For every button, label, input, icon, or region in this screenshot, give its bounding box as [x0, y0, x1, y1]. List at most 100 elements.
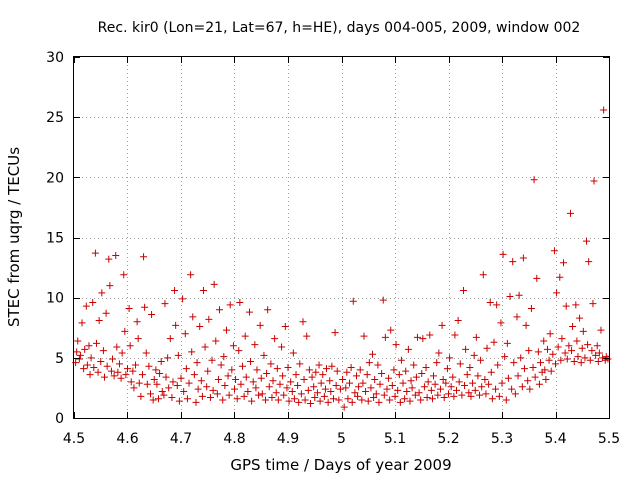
- data-point: [216, 306, 224, 314]
- data-point: [411, 391, 419, 399]
- data-point: [477, 356, 485, 364]
- data-point: [482, 390, 490, 398]
- data-point: [442, 379, 450, 387]
- data-point: [486, 298, 494, 306]
- x-axis: 4.5 4.6 4.7 4.8 4.9 5 5.1 5.2 5.3 5.4 5.5: [63, 57, 620, 447]
- data-point: [122, 371, 130, 379]
- data-point: [513, 313, 521, 321]
- data-point: [451, 331, 459, 339]
- data-point: [296, 360, 304, 368]
- data-point: [141, 303, 149, 311]
- data-point: [578, 344, 586, 352]
- data-point: [267, 360, 275, 368]
- data-point: [458, 391, 466, 399]
- data-point: [358, 396, 366, 404]
- data-point: [498, 379, 506, 387]
- data-point: [80, 365, 88, 373]
- data-point: [249, 378, 257, 386]
- data-point: [260, 351, 268, 359]
- data-point: [256, 321, 264, 329]
- data-point: [420, 383, 428, 391]
- data-point: [543, 345, 551, 353]
- data-point: [126, 342, 134, 350]
- data-point: [367, 384, 375, 392]
- data-point: [463, 371, 471, 379]
- data-point: [110, 372, 118, 380]
- data-point: [99, 347, 107, 355]
- data-point: [581, 354, 589, 362]
- data-point: [206, 394, 214, 402]
- data-point: [153, 380, 161, 388]
- data-point: [520, 365, 528, 373]
- data-point: [534, 348, 542, 356]
- data-point: [287, 378, 295, 386]
- data-point: [434, 391, 442, 399]
- data-point: [399, 379, 407, 387]
- data-point: [137, 392, 145, 400]
- data-point: [542, 375, 550, 383]
- data-point: [479, 271, 487, 279]
- data-point: [506, 292, 514, 300]
- data-point: [213, 390, 221, 398]
- data-point: [149, 396, 157, 404]
- data-point: [174, 351, 182, 359]
- data-point: [517, 354, 525, 362]
- data-point: [385, 374, 393, 382]
- data-point: [535, 380, 543, 388]
- data-point: [231, 385, 238, 393]
- data-point: [156, 369, 164, 377]
- data-point: [135, 379, 143, 387]
- data-point: [199, 286, 207, 294]
- data-point: [196, 323, 204, 331]
- data-point: [347, 363, 355, 371]
- data-point: [94, 368, 102, 376]
- data-point: [226, 301, 234, 309]
- x-tick-label: 4.6: [116, 431, 138, 447]
- data-point: [263, 369, 271, 377]
- data-point: [370, 394, 378, 402]
- data-point: [89, 298, 97, 306]
- data-point: [300, 375, 308, 383]
- data-point: [222, 326, 230, 334]
- data-point: [569, 323, 577, 331]
- data-point: [193, 359, 201, 367]
- data-point: [258, 390, 266, 398]
- data-point: [98, 289, 106, 297]
- data-point: [560, 259, 568, 267]
- y-tick-label: 25: [46, 110, 64, 126]
- data-point: [375, 398, 383, 406]
- data-point: [194, 385, 202, 393]
- data-point: [336, 385, 344, 393]
- data-point: [453, 386, 461, 394]
- data-point: [495, 392, 503, 400]
- data-point: [81, 345, 89, 353]
- data-point: [515, 291, 523, 299]
- data-point: [152, 366, 160, 374]
- data-point: [305, 366, 313, 374]
- data-point: [487, 368, 495, 376]
- data-point: [292, 371, 300, 379]
- data-point: [430, 372, 438, 380]
- data-point: [85, 342, 93, 350]
- data-point: [271, 335, 279, 343]
- data-point: [418, 369, 426, 377]
- data-point: [394, 386, 402, 394]
- data-point: [497, 319, 505, 327]
- data-point: [329, 395, 337, 403]
- data-point: [281, 323, 289, 331]
- x-tick-label: 4.7: [170, 431, 192, 447]
- data-point: [237, 380, 245, 388]
- data-point: [404, 345, 412, 353]
- data-point: [527, 304, 535, 312]
- x-axis-label: GPS time / Days of year 2009: [230, 456, 451, 474]
- data-point: [552, 360, 559, 368]
- data-point: [359, 379, 367, 387]
- data-point: [462, 345, 470, 353]
- data-point: [397, 356, 405, 364]
- data-point: [518, 383, 526, 391]
- data-point: [203, 383, 211, 391]
- data-point: [253, 366, 261, 374]
- data-point: [494, 361, 502, 369]
- data-point: [470, 351, 478, 359]
